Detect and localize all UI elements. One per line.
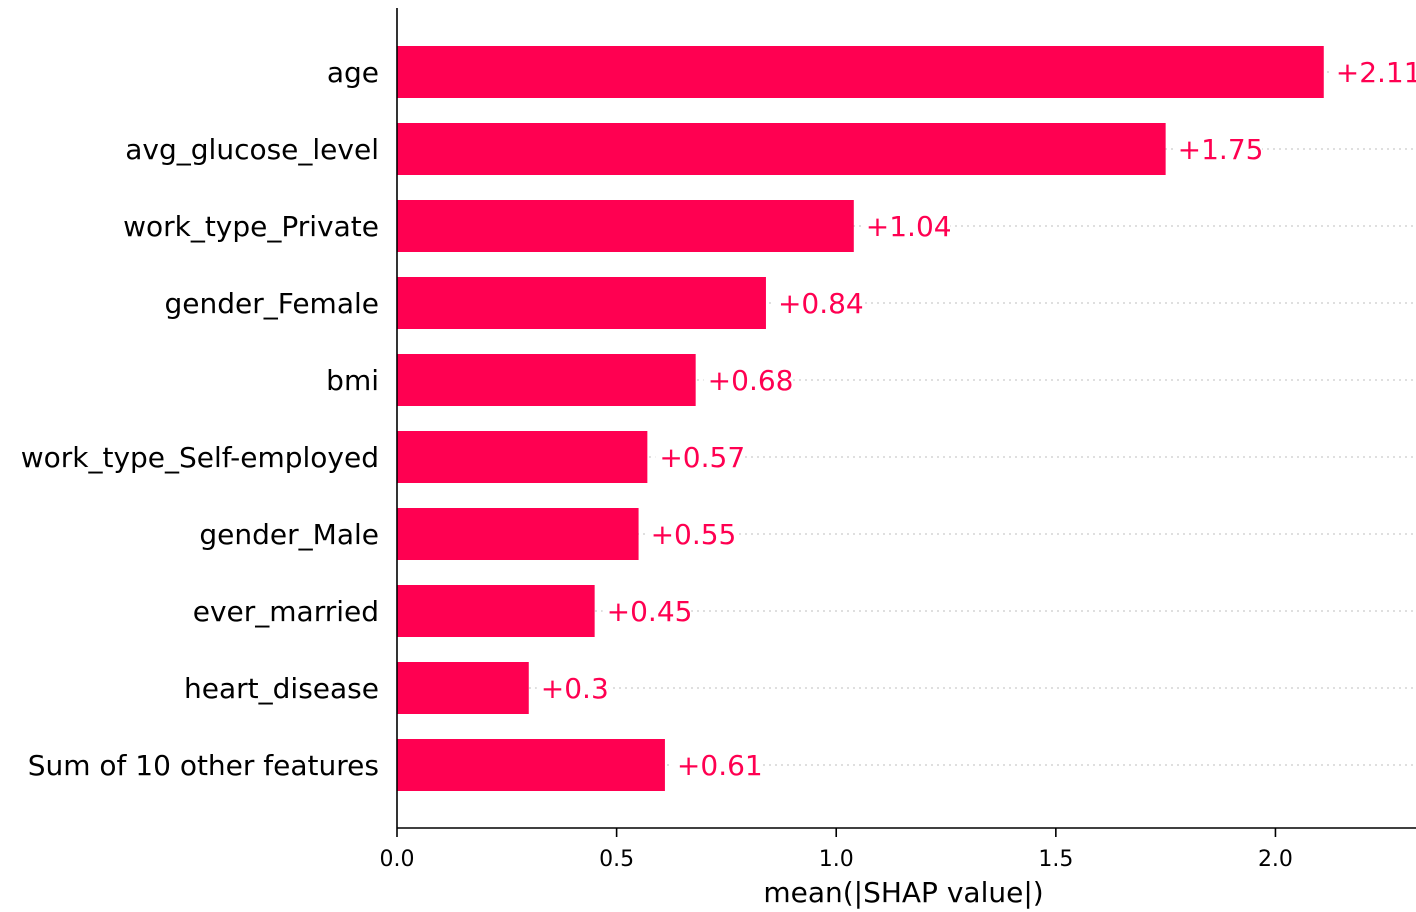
row-guides	[397, 71, 1416, 766]
x-tick-label: 2.0	[1258, 847, 1293, 872]
feature-label: ever_married	[193, 595, 379, 628]
value-label: +1.75	[1178, 133, 1264, 166]
value-label-backing	[1173, 133, 1263, 165]
feature-labels: age avg_glucose_level work_type_Privategen…	[21, 56, 379, 782]
value-label: +0.57	[659, 441, 745, 474]
x-axis-title: mean(|SHAP value|)	[763, 876, 1043, 909]
value-label: +0.45	[607, 595, 693, 628]
value-label-backing	[1331, 56, 1416, 88]
feature-label: work_type_Private	[123, 210, 379, 243]
value-label-backing	[672, 749, 762, 781]
feature-label: gender_Male	[199, 518, 379, 551]
bar-gender-male	[397, 508, 639, 560]
value-label-backing	[602, 595, 692, 627]
bar-work-type-self-employed	[397, 431, 648, 483]
value-label-backing	[773, 287, 863, 319]
value-label-backing	[703, 364, 793, 396]
value-label: +2.11	[1336, 56, 1416, 89]
bars-group	[397, 46, 1324, 791]
bar-avg-glucose-level	[397, 123, 1166, 175]
feature-label: heart_disease	[184, 672, 379, 705]
value-label: +0.3	[541, 672, 609, 705]
x-tick-label: 1.0	[819, 847, 854, 872]
value-label-backing	[861, 210, 951, 242]
value-label: +0.61	[677, 749, 763, 782]
value-label: +0.55	[651, 518, 737, 551]
feature-label: bmi	[326, 364, 379, 397]
bar-age	[397, 46, 1324, 98]
bar-bmi	[397, 354, 696, 406]
bar-ever-married	[397, 585, 595, 637]
bar-gender-female	[397, 277, 766, 329]
value-label-backing	[655, 441, 744, 473]
axes: 0.0 0.5 1.0 1.5 2.0	[380, 8, 1416, 872]
value-label: +0.68	[708, 364, 794, 397]
value-label-backing	[536, 672, 609, 704]
bar-work-type-private	[397, 200, 854, 252]
value-labels: +2.11 +1.75 +1.04 +0.84 +0.68 +0.57 +0.55 +0.45…	[536, 56, 1416, 782]
feature-label: age	[327, 56, 379, 89]
bar-heart-disease	[397, 662, 529, 714]
feature-label: gender_Female	[165, 287, 380, 320]
value-label: +1.04	[866, 210, 952, 243]
x-tick-label: 0.0	[380, 847, 415, 872]
x-tick-label: 1.5	[1038, 847, 1073, 872]
feature-label: avg_glucose_level	[125, 133, 379, 166]
bar-sum-of-10-other-features	[397, 739, 665, 791]
value-label: +0.84	[778, 287, 864, 320]
feature-label: work_type_Self-employed	[21, 441, 379, 474]
value-label-backing	[646, 518, 736, 550]
feature-label: Sum of 10 other features	[28, 749, 379, 782]
x-tick-label: 0.5	[599, 847, 634, 872]
